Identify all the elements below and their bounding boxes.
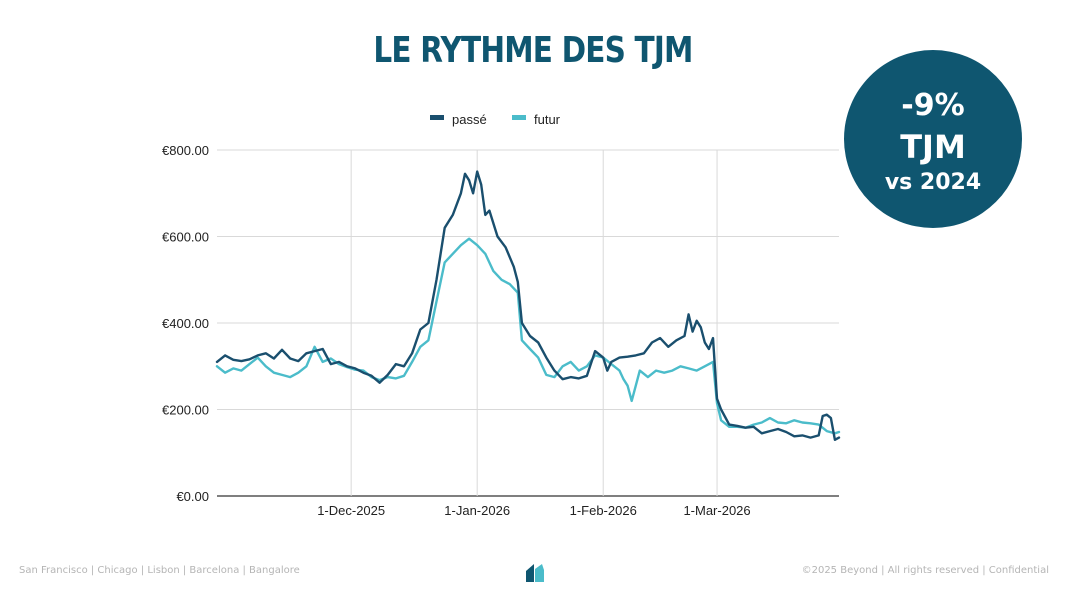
- chart-grid: [217, 149, 839, 497]
- y-tick-label: €600.00: [162, 230, 209, 245]
- y-tick-label: €200.00: [162, 403, 209, 418]
- y-tick-label: €0.00: [176, 489, 209, 504]
- footer-copyright: ©2025 Beyond | All rights reserved | Con…: [801, 565, 1049, 576]
- x-tick-label: 1-Dec-2025: [317, 503, 385, 518]
- house-logo-icon: [525, 562, 545, 589]
- x-axis: 1-Dec-2025 1-Jan-2026 1-Feb-2026 1-Mar-2026: [317, 503, 750, 518]
- x-tick-label: 1-Feb-2026: [570, 503, 637, 518]
- legend-swatch-passe: [430, 115, 444, 120]
- series-line-passe: [215, 170, 841, 441]
- summary-badge: -9% TJM vs 2024: [844, 50, 1022, 228]
- legend-label: futur: [534, 112, 561, 127]
- badge-label: TJM: [900, 128, 966, 166]
- legend-swatch-futur: [512, 115, 526, 120]
- y-tick-label: €400.00: [162, 316, 209, 331]
- legend-label: passé: [452, 112, 487, 127]
- y-axis: €0.00 €200.00 €400.00 €600.00 €800.00: [162, 143, 209, 504]
- y-tick-label: €800.00: [162, 143, 209, 158]
- chart-series: [215, 170, 841, 441]
- badge-percentage: -9%: [901, 88, 965, 123]
- page-title: LE RYTHME DES TJM: [373, 30, 693, 71]
- series-line-futur: [215, 237, 841, 435]
- x-tick-label: 1-Mar-2026: [683, 503, 750, 518]
- x-tick-label: 1-Jan-2026: [444, 503, 510, 518]
- badge-comparison: vs 2024: [884, 170, 982, 195]
- chart-legend: passé futur: [430, 112, 561, 127]
- footer-offices: San Francisco | Chicago | Lisbon | Barce…: [19, 565, 300, 576]
